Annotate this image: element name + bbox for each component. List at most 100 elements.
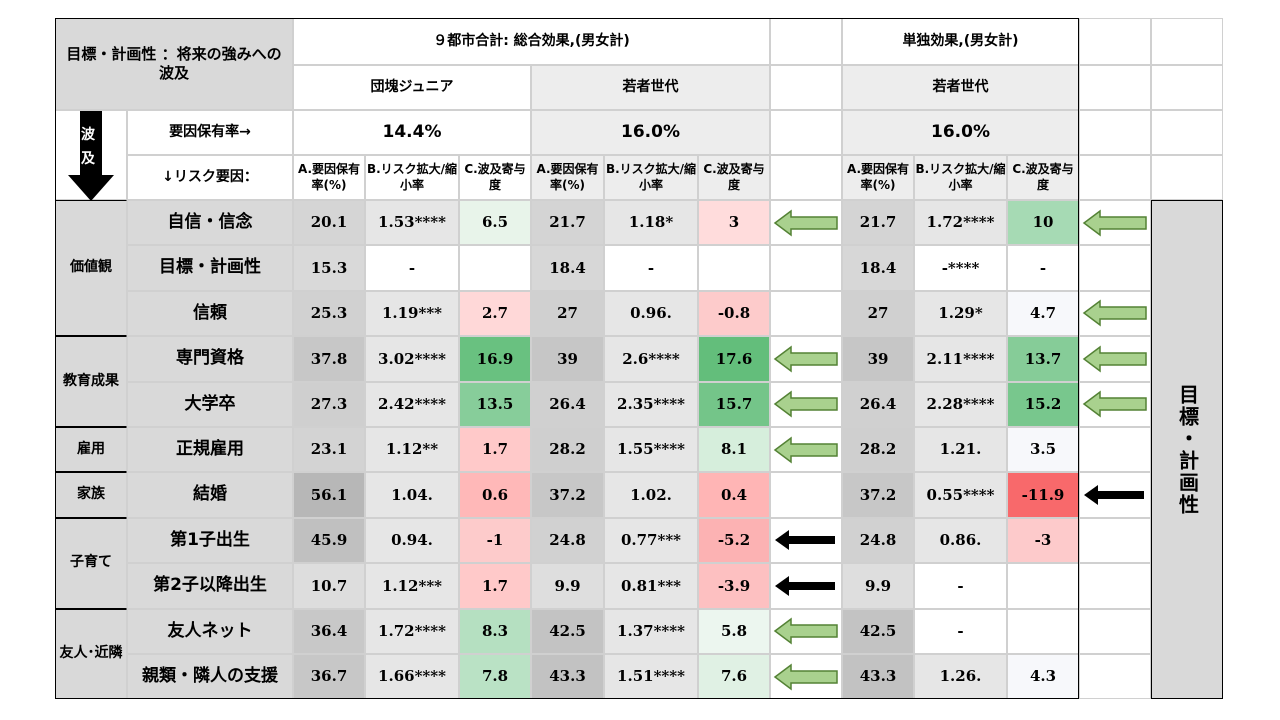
arrow-cell-single (1079, 290, 1151, 337)
risk-factor-label: ↓リスク要因： (127, 155, 293, 200)
arrow-cell-young (770, 517, 842, 564)
cell-value: 27 (867, 304, 889, 323)
cell-dankai-c (459, 245, 531, 291)
row-label-2: 信頼 (127, 290, 293, 337)
cell-value: 10.7 (310, 576, 348, 595)
cell-value: 1.29* (938, 304, 983, 323)
cell-young-single-a: 24.8 (842, 517, 914, 564)
cell-value: 7.6 (720, 667, 748, 686)
cell-dankai-b: 2.42**** (365, 381, 459, 427)
cell-value: 24.8 (859, 531, 897, 550)
cell-young-c: 0.4 (698, 472, 770, 518)
col-header-young-single-a: A.要因保有率(%) (842, 155, 914, 200)
cell-young-single-a: 28.2 (842, 427, 914, 473)
cell-dankai-c: 8.3 (459, 608, 531, 654)
row-label-6: 結婚 (127, 472, 293, 518)
arrow-cell-single (1079, 200, 1151, 246)
cell-young-b: 1.51**** (604, 654, 698, 700)
arrow-cell-young (770, 472, 842, 518)
group-header-total-text: ９都市合計: 総合効果,(男女計) (433, 32, 630, 49)
cell-value: -5.2 (717, 531, 751, 550)
cell-young-single-a: 26.4 (842, 381, 914, 427)
row-label-3: 専門資格 (127, 336, 293, 382)
cell-value: 3 (728, 213, 740, 232)
col-header-text: B.リスク拡大/縮小率 (915, 161, 1006, 192)
arrow-cell-single (1079, 517, 1151, 564)
cell-value: 1.12*** (381, 576, 443, 595)
cell-young-a: 43.3 (531, 654, 604, 700)
cell-young-single-b: 0.86. (914, 517, 1007, 564)
row-label-text: 専門資格 (176, 348, 244, 369)
col-header-young-b: B.リスク拡大/縮小率 (604, 155, 698, 200)
cell-dankai-c: 13.5 (459, 381, 531, 427)
cell-value: 4.3 (1029, 667, 1057, 686)
factor-rate-young: 16.0% (531, 110, 770, 155)
cell-value: 15.3 (310, 258, 348, 277)
factor-rate-label-text: 要因保有率→ (169, 123, 251, 140)
cohort-header-young-text: 若者世代 (622, 78, 679, 95)
cell-dankai-c: 1.7 (459, 563, 531, 609)
cell-dankai-a: 10.7 (293, 563, 365, 609)
cohort-header-dankai: 団塊ジュニア (293, 65, 531, 110)
cell-dankai-a: 25.3 (293, 290, 365, 337)
cell-value: 7.8 (481, 667, 509, 686)
cell-young-single-c: 4.7 (1007, 290, 1079, 337)
cell-young-single-b: 1.29* (914, 290, 1007, 337)
cell-dankai-b: 0.94. (365, 517, 459, 564)
spacer-cell (1151, 155, 1223, 200)
category-3: 家族 (55, 472, 127, 518)
cell-young-single-a: 21.7 (842, 200, 914, 246)
factor-rate-dankai-text: 14.4% (382, 121, 442, 142)
cell-dankai-c: -1 (459, 517, 531, 564)
cell-young-single-c (1007, 608, 1079, 654)
cell-young-a: 21.7 (531, 200, 604, 246)
cell-value: 10 (1032, 213, 1054, 232)
arrow-cell-single (1079, 563, 1151, 609)
cell-dankai-a: 23.1 (293, 427, 365, 473)
cell-value: 21.7 (549, 213, 586, 232)
black-left-arrow-icon (1084, 485, 1144, 506)
cohort-header-young: 若者世代 (531, 65, 770, 110)
cell-young-single-a: 27 (842, 290, 914, 337)
cell-value: 2.28**** (926, 394, 995, 413)
cell-young-single-a: 43.3 (842, 654, 914, 700)
arrow-cell-young (770, 654, 842, 700)
cell-dankai-b: 1.12*** (365, 563, 459, 609)
cell-young-c: 5.8 (698, 608, 770, 654)
category-2: 雇用 (55, 427, 127, 473)
category-0: 価値観 (55, 200, 127, 337)
cell-value: 24.8 (549, 531, 586, 550)
group-header-single: 単独効果,(男女計) (842, 18, 1079, 65)
cell-value: -3 (1034, 531, 1052, 550)
row-label-text: 結婚 (193, 484, 227, 505)
cell-dankai-c: 0.6 (459, 472, 531, 518)
cell-value: 3.02**** (378, 349, 446, 368)
cell-young-single-c (1007, 563, 1079, 609)
col-header-text: B.リスク拡大/縮小率 (605, 161, 697, 192)
cell-dankai-b: - (365, 245, 459, 291)
cell-value: 27 (557, 304, 578, 323)
col-header-dankai-a: A.要因保有率(%) (293, 155, 365, 200)
group-header-single-text: 単独効果,(男女計) (902, 32, 1019, 49)
cell-young-single-c: 10 (1007, 200, 1079, 246)
cell-dankai-b: 1.66**** (365, 654, 459, 700)
factor-rate-young-text: 16.0% (621, 121, 680, 142)
row-label-text: 第1子出生 (170, 529, 250, 550)
cell-young-b: 1.18* (604, 200, 698, 246)
cell-value: 2.35**** (617, 394, 685, 413)
cell-value: 56.1 (310, 485, 348, 504)
row-label-text: 友人ネット (167, 620, 253, 641)
cell-dankai-b: 1.12** (365, 427, 459, 473)
col-header-young-a: A.要因保有率(%) (531, 155, 604, 200)
cell-young-b: 1.02. (604, 472, 698, 518)
col-header-young-c: C.波及寄与度 (698, 155, 770, 200)
cell-young-single-a: 18.4 (842, 245, 914, 291)
row-label-text: 正規雇用 (176, 439, 244, 460)
side-label-text: 目標・計画性 (1175, 383, 1200, 516)
arrow-cell-young (770, 608, 842, 654)
cell-value: 1.19*** (381, 304, 443, 323)
row-label-0: 自信・信念 (127, 200, 293, 246)
spacer-cell (1079, 18, 1151, 65)
cell-value: 37.2 (859, 485, 897, 504)
cell-value: 25.3 (310, 304, 348, 323)
